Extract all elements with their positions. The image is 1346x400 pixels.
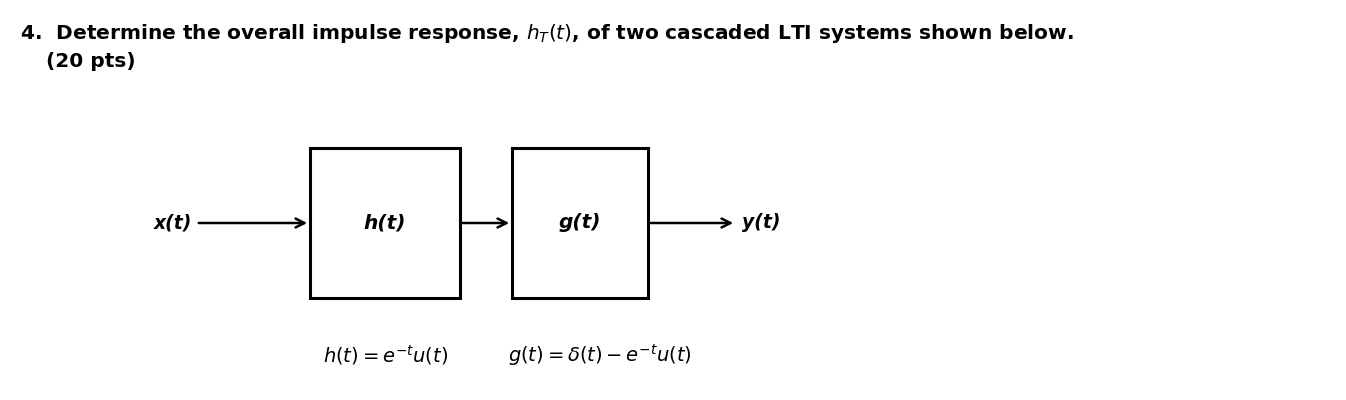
Bar xyxy=(511,148,647,298)
Text: $h(t) = e^{-t}u(t)$: $h(t) = e^{-t}u(t)$ xyxy=(323,343,447,367)
Text: x(t): x(t) xyxy=(153,214,192,232)
Bar xyxy=(310,148,460,298)
Text: g(t): g(t) xyxy=(559,214,602,232)
Text: (20 pts): (20 pts) xyxy=(46,52,136,71)
Text: $g(t) = \delta(t) - e^{-t}u(t)$: $g(t) = \delta(t) - e^{-t}u(t)$ xyxy=(509,342,692,368)
Text: 4.  Determine the overall impulse response, $h_T(t)$, of two cascaded LTI system: 4. Determine the overall impulse respons… xyxy=(20,22,1074,45)
Text: h(t): h(t) xyxy=(363,214,406,232)
Text: y(t): y(t) xyxy=(742,214,781,232)
